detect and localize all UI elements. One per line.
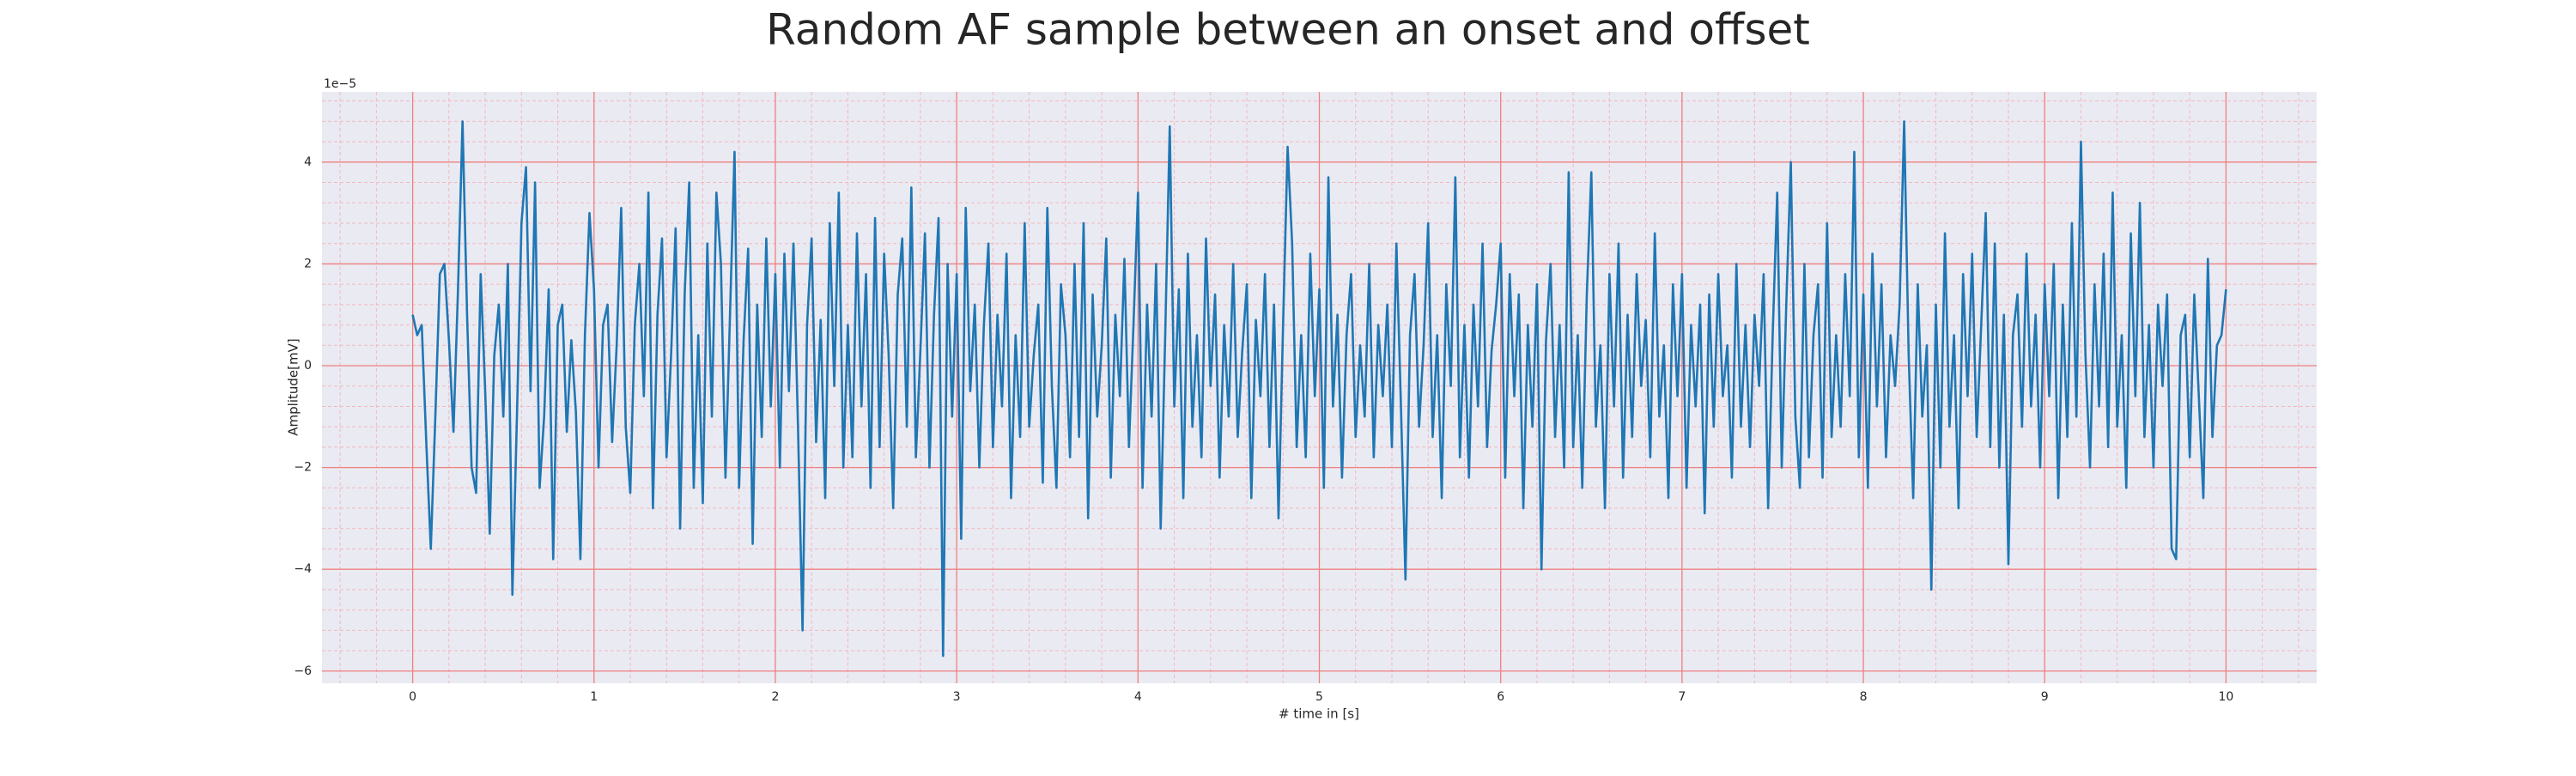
y-axis-label: Amplitude[mV] [286, 338, 301, 435]
chart-title: Random AF sample between an onset and of… [766, 5, 1810, 55]
y-tick-label: 4 [304, 155, 312, 169]
signal-line [411, 120, 2227, 658]
x-tick-label: 0 [409, 690, 416, 704]
y-tick-label: 2 [304, 257, 312, 270]
y-tick-label: 0 [304, 359, 312, 373]
x-tick-label: 4 [1134, 690, 1142, 704]
x-tick-label: 7 [1678, 690, 1686, 704]
x-tick-label: 9 [2041, 690, 2049, 704]
x-tick-label: 10 [2218, 690, 2233, 704]
x-tick-label: 6 [1497, 690, 1504, 704]
x-tick-label: 2 [771, 690, 779, 704]
x-axis-label: # time in [s] [1279, 706, 1359, 722]
x-tick-label: 3 [953, 690, 961, 704]
y-tick-label: −4 [294, 562, 312, 576]
x-tick-label: 1 [590, 690, 598, 704]
y-offset-label: 1e−5 [324, 77, 356, 91]
y-tick-label: −6 [294, 664, 312, 678]
y-tick-label: −2 [294, 461, 312, 475]
x-tick-label: 5 [1315, 690, 1323, 704]
x-tick-label: 8 [1860, 690, 1868, 704]
